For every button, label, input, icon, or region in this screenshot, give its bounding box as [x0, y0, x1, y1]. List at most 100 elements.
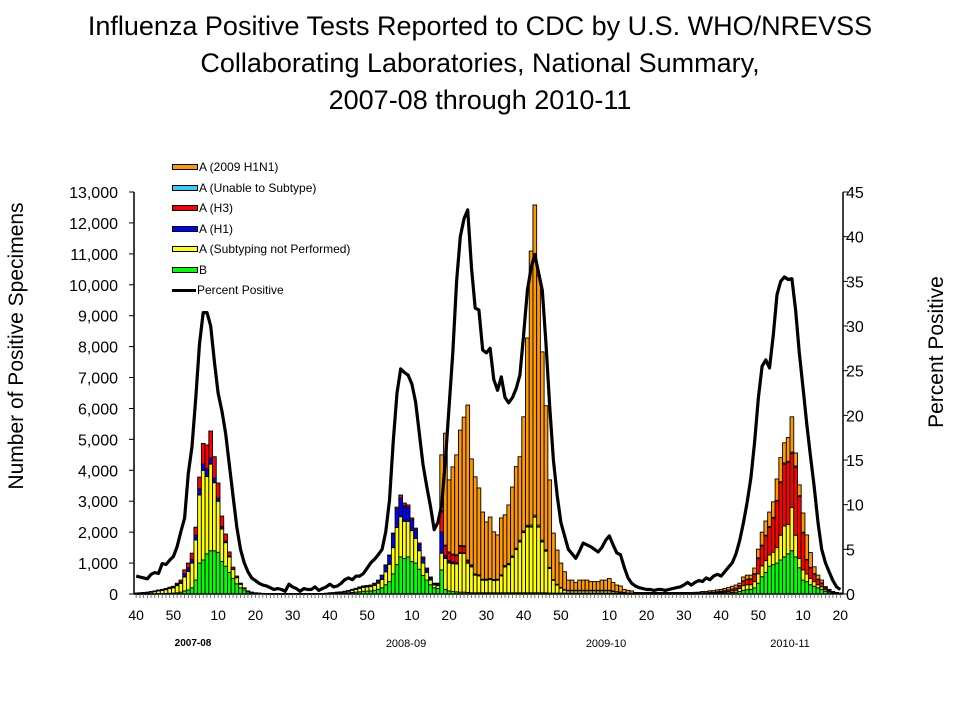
bar-b — [424, 579, 430, 595]
x-tick-label: 30 — [479, 607, 495, 623]
bar-a-subtyping-not-performed — [759, 565, 765, 578]
bar-a-subtyping-not-performed — [808, 578, 813, 586]
bar-b — [428, 584, 433, 595]
bar-a-h3 — [446, 552, 452, 562]
bar-a-2009-h1n1 — [491, 531, 497, 580]
bar-b — [811, 585, 817, 595]
bar-a-subtyping-not-performed — [357, 587, 363, 593]
x-tick-label: 40 — [713, 607, 729, 623]
bar-b — [782, 556, 787, 595]
bar-a-2009-h1n1 — [595, 581, 601, 591]
bar-a-subtyping-not-performed — [413, 537, 418, 564]
bar-b — [390, 573, 396, 595]
bar-a-2009-h1n1 — [692, 591, 698, 594]
bar-a-2009-h1n1 — [577, 579, 582, 591]
bar-a-2009-h1n1 — [513, 466, 519, 549]
bar-a-h1 — [212, 477, 217, 484]
bar-b — [439, 569, 444, 595]
bar-a-subtyping-not-performed — [215, 500, 221, 553]
legend-label: A (Unable to Subtype) — [199, 180, 317, 195]
bar-b — [752, 587, 757, 595]
bar-a-2009-h1n1 — [566, 579, 571, 591]
bar-b — [815, 587, 821, 595]
bar-b — [417, 568, 422, 595]
bar-a-subtyping-not-performed — [539, 541, 545, 594]
bar-a-h3 — [811, 573, 817, 583]
bar-a-subtyping-not-performed — [230, 569, 236, 579]
bar-a-h3 — [338, 591, 344, 593]
bar-b — [193, 579, 199, 595]
bar-a-subtyping-not-performed — [793, 534, 798, 558]
bar-a-2009-h1n1 — [543, 405, 549, 551]
x-tick-label: 20 — [441, 607, 457, 623]
bar-a-h3 — [413, 527, 418, 531]
bar-a-2009-h1n1 — [472, 476, 478, 575]
bar-a-subtyping-not-performed — [409, 530, 415, 562]
bar-a-h3 — [167, 586, 173, 589]
bar-a-h3 — [741, 580, 746, 587]
bar-a-2009-h1n1 — [502, 514, 508, 567]
bar-a-subtyping-not-performed — [532, 516, 538, 594]
bar-a-h1 — [387, 555, 392, 565]
bar-a-subtyping-not-performed — [774, 547, 780, 564]
bar-a-subtyping-not-performed — [223, 542, 228, 567]
bar-a-2009-h1n1 — [517, 456, 523, 541]
bar-a-subtyping-not-performed — [797, 557, 802, 569]
legend-swatch — [172, 225, 198, 232]
bar-b — [219, 561, 225, 595]
bar-a-2009-h1n1 — [834, 592, 839, 594]
season-label: 2010-11 — [770, 638, 810, 650]
bar-a-h3 — [394, 506, 400, 510]
bar-a-subtyping-not-performed — [200, 469, 206, 561]
bar-a-subtyping-not-performed — [748, 584, 754, 590]
legend-item-percent-positive: Percent Positive — [172, 280, 350, 301]
bar-a-2009-h1n1 — [685, 592, 690, 594]
y-tick-label-left: 6,000 — [78, 401, 118, 418]
bar-a-2009-h1n1 — [819, 579, 825, 584]
bar-a-subtyping-not-performed — [510, 556, 515, 594]
legend-swatch — [172, 184, 198, 191]
bar-a-h3 — [215, 482, 221, 499]
bar-a-2009-h1n1 — [674, 592, 679, 594]
bar-a-h1 — [413, 529, 418, 539]
bar-a-2009-h1n1 — [450, 466, 456, 555]
bar-a-2009-h1n1 — [480, 511, 485, 580]
bar-a-h3 — [774, 500, 780, 549]
bar-a-subtyping-not-performed — [167, 588, 173, 594]
bar-a-2009-h1n1 — [547, 479, 553, 568]
bar-a-subtyping-not-performed — [364, 586, 370, 592]
bar-b — [208, 550, 213, 595]
bar-a-2009-h1n1 — [793, 452, 798, 467]
bar-b — [793, 556, 798, 595]
axes-group: 0 1,000 2,000 3,000 4,000 5,000 6,000 7,000 8,00… — [69, 185, 864, 623]
bar-a-2009-h1n1 — [599, 579, 605, 591]
bar-a-subtyping-not-performed — [547, 567, 553, 594]
bar-a-subtyping-not-performed — [804, 573, 810, 583]
bar-a-subtyping-not-performed — [517, 541, 523, 594]
bar-a-h1 — [204, 468, 210, 477]
bar-a-h1 — [182, 573, 187, 578]
bar-a-subtyping-not-performed — [424, 571, 430, 581]
bar-b — [800, 579, 806, 595]
bar-b — [759, 576, 765, 595]
bar-a-2009-h1n1 — [688, 592, 694, 594]
bar-a-2009-h1n1 — [700, 591, 705, 594]
bar-b — [234, 583, 240, 595]
bar-a-subtyping-not-performed — [487, 579, 493, 594]
bar-a-h3 — [230, 566, 236, 570]
bar-a-subtyping-not-performed — [174, 585, 180, 594]
bar-a-subtyping-not-performed — [398, 516, 404, 558]
bar-a-2009-h1n1 — [454, 454, 459, 556]
x-tick-label: 10 — [404, 607, 420, 623]
bar-a-h3 — [357, 586, 363, 588]
bar-a-h3 — [223, 533, 228, 542]
bar-a-2009-h1n1 — [495, 534, 500, 580]
legend-swatch — [172, 164, 198, 171]
bar-a-2009-h1n1 — [539, 351, 545, 541]
x-tick-label: 20 — [639, 607, 655, 623]
bar-a-2009-h1n1 — [744, 574, 750, 580]
bar-a-2009-h1n1 — [752, 567, 757, 575]
bar-a-subtyping-not-performed — [778, 534, 784, 561]
chart-title-line-2: Collaborating Laboratories, National Sum… — [200, 48, 760, 78]
